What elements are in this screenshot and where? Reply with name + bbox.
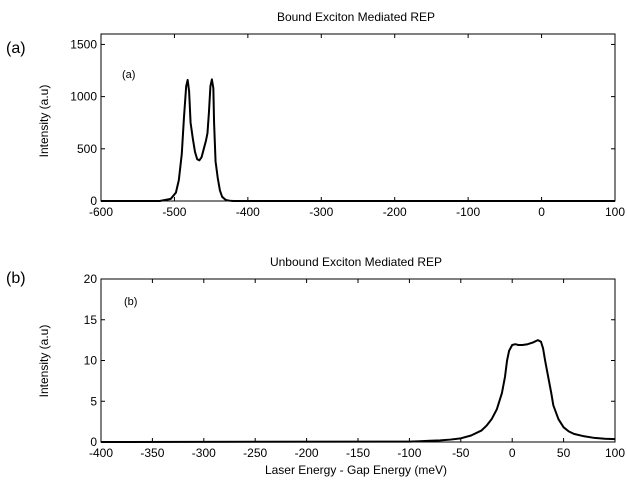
- panel-b-chart: (b) Unbound Exciton Mediated REP Intensi…: [6, 255, 625, 477]
- panel-b-x-tick-label: 100: [605, 446, 625, 460]
- panel-a-x-tick-label: -300: [309, 205, 333, 219]
- panel-b-y-tick-label: 0: [90, 435, 97, 449]
- panel-a-x-tick-label: -600: [89, 205, 113, 219]
- panel-a-x-ticks: -600 -500 -400 -300 -200 -100 0 100: [89, 34, 625, 219]
- panel-b-tag: (b): [6, 270, 26, 287]
- panel-b-x-tick-label: -300: [192, 446, 216, 460]
- panel-b-x-tick-label: 0: [509, 446, 516, 460]
- panel-a-chart: (a) Bound Exciton Mediated REP Intensity…: [6, 10, 625, 219]
- panel-b-inset-label: (b): [124, 296, 137, 308]
- panel-b-x-tick-label: -250: [243, 446, 267, 460]
- panel-a-x-tick-label: 0: [538, 205, 545, 219]
- panel-b-x-tick-label: -200: [295, 446, 319, 460]
- panel-a-x-tick-label: -400: [236, 205, 260, 219]
- panel-b-x-tick-label: 50: [557, 446, 571, 460]
- panel-b-series-line: [100, 339, 616, 443]
- panel-a-y-tick-label: 1500: [70, 37, 97, 51]
- panel-a-y-tick-label: 500: [77, 142, 97, 156]
- panel-b-title: Unbound Exciton Mediated REP: [270, 255, 442, 269]
- panel-b-x-tick-label: -100: [397, 446, 421, 460]
- panel-a-series-line: [101, 78, 615, 202]
- panel-a-inset-label: (a): [122, 69, 135, 81]
- panel-b-plot-frame: [100, 278, 616, 443]
- panel-a-y-tick-label: 0: [90, 194, 97, 208]
- panel-b-x-tick-label: -50: [452, 446, 470, 460]
- panel-a-x-tick-label: -200: [383, 205, 407, 219]
- panel-a-y-tick-label: 1000: [70, 90, 97, 104]
- panel-b-y-ticks: 0 5 10 15 20: [84, 272, 615, 449]
- panel-b-x-ticks: -400 -350 -300 -250 -200 -150 -100 -50 0 50 100: [89, 279, 625, 460]
- panel-b-y-tick-label: 15: [84, 313, 98, 327]
- panel-b-ylabel: Intensity (a.u): [37, 325, 51, 398]
- panel-b-x-tick-label: -150: [346, 446, 370, 460]
- panel-a-y-ticks: 0 500 1000 1500: [70, 37, 615, 208]
- panel-b-y-tick-label: 5: [90, 394, 97, 408]
- panel-b-y-tick-label: 10: [84, 354, 98, 368]
- panel-a-tag: (a): [6, 40, 26, 57]
- panel-b-x-tick-label: -400: [89, 446, 113, 460]
- panel-b-y-tick-label: 20: [84, 272, 98, 286]
- panel-b-x-tick-label: -350: [140, 446, 164, 460]
- panel-a-plot-frame: [100, 33, 616, 202]
- panel-a-ylabel: Intensity (a.u): [37, 85, 51, 158]
- panel-a-x-tick-label: -100: [456, 205, 480, 219]
- panel-a-x-tick-label: 100: [605, 205, 625, 219]
- panel-a-x-tick-label: -500: [162, 205, 186, 219]
- panel-b-xlabel: Laser Energy - Gap Energy (meV): [265, 463, 447, 477]
- panel-a-title: Bound Exciton Mediated REP: [277, 10, 435, 24]
